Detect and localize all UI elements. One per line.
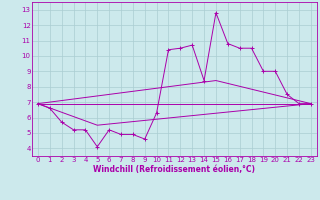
X-axis label: Windchill (Refroidissement éolien,°C): Windchill (Refroidissement éolien,°C)	[93, 165, 255, 174]
